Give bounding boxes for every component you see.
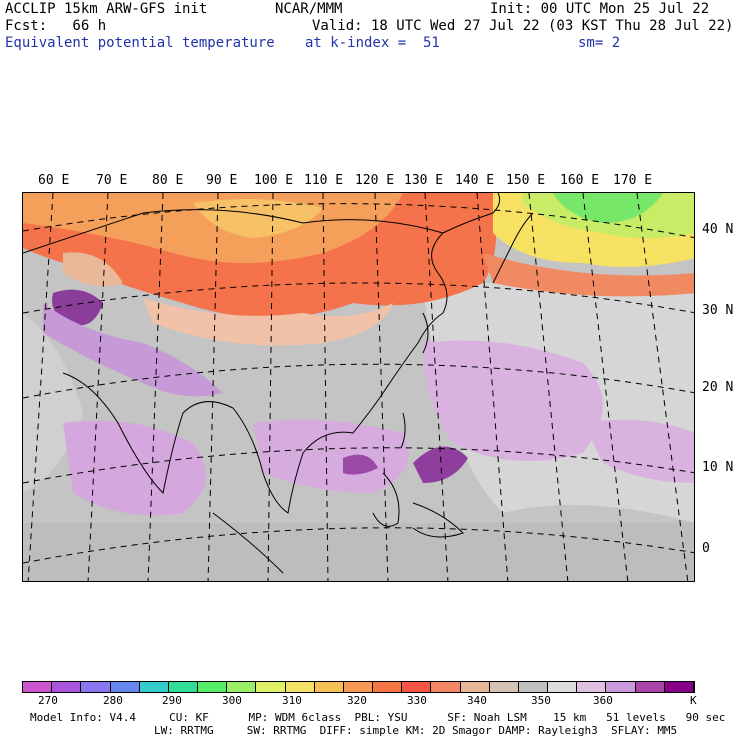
- colorbar-swatch: [139, 682, 169, 692]
- field-wpac-peak: [413, 446, 468, 483]
- field-india-purple: [43, 303, 223, 397]
- lon-label: 120 E: [355, 173, 395, 188]
- colorbar-swatch: [110, 682, 140, 692]
- field-china-tan: [143, 298, 393, 346]
- lon-label: 130 E: [404, 173, 444, 188]
- colorbar-swatch: [256, 682, 286, 692]
- field-pakistan-peak: [52, 289, 103, 326]
- colorbar: [22, 681, 695, 693]
- colorbar-swatch: [460, 682, 490, 692]
- colorbar-swatch: [548, 682, 578, 692]
- field-scs-peak: [343, 454, 378, 475]
- colorbar-swatch: [518, 682, 549, 692]
- lon-label: 100 E: [254, 173, 294, 188]
- k-index-level: at k-index = 51: [305, 35, 440, 51]
- colorbar-swatch: [52, 682, 82, 692]
- colorbar-swatch: [81, 682, 111, 692]
- lon-label: 170 E: [613, 173, 653, 188]
- lon-label: 140 E: [455, 173, 495, 188]
- lon-label: 150 E: [506, 173, 546, 188]
- colorbar-tick: 330: [407, 694, 427, 707]
- lon-label: 110 E: [304, 173, 344, 188]
- field-arabian-light: [23, 313, 83, 493]
- lon-label: 60 E: [38, 173, 70, 188]
- lon-label: 90 E: [206, 173, 238, 188]
- colorbar-swatch: [227, 682, 257, 692]
- colorbar-swatch: [635, 682, 665, 692]
- colorbar-swatch: [402, 682, 432, 692]
- colorbar-swatch: [23, 682, 53, 692]
- lon-label: 80 E: [152, 173, 184, 188]
- colorbar-swatch: [285, 682, 315, 692]
- lat-label: 20 N: [702, 380, 734, 395]
- field-scs-purple: [253, 419, 409, 493]
- colorbar-swatch: [343, 682, 374, 692]
- field-tibet-tan: [63, 252, 123, 287]
- colorbar-tick: 340: [467, 694, 487, 707]
- lat-label: 0: [702, 541, 710, 556]
- model-title: ACCLIP 15km ARW-GFS init: [5, 1, 208, 17]
- field-pacific-green: [553, 193, 663, 223]
- colorbar-tick: 280: [103, 694, 123, 707]
- colorbar-swatch: [373, 682, 403, 692]
- colorbar-swatch: [577, 682, 607, 692]
- colorbar-tick: 320: [347, 694, 367, 707]
- colorbar-tick: 350: [531, 694, 551, 707]
- coastlines: [23, 193, 534, 574]
- colorbar-tick: 360: [593, 694, 613, 707]
- smoothing-label: sm= 2: [578, 35, 621, 51]
- valid-time: Valid: 18 UTC Wed 27 Jul 22 (03 KST Thu …: [312, 18, 734, 34]
- lat-label: 10 N: [702, 460, 734, 475]
- colorbar-tick: 310: [282, 694, 302, 707]
- colorbar-unit: K: [690, 694, 697, 707]
- colorbar-swatch: [606, 682, 636, 692]
- map-panel: [22, 192, 695, 582]
- theta-e-field: [23, 193, 694, 581]
- field-bay-purple: [63, 420, 206, 516]
- lat-label: 30 N: [702, 303, 734, 318]
- model-info-line1: Model Info: V4.4 CU: KF MP: WDM 6class P…: [30, 711, 726, 724]
- colorbar-tick: 270: [38, 694, 58, 707]
- producer-label: NCAR/MMM: [275, 1, 343, 17]
- field-pacific-warm-edge: [483, 253, 694, 297]
- forecast-hour: Fcst: 66 h: [5, 18, 107, 34]
- model-info-line2: LW: RRTMG SW: RRTMG DIFF: simple KM: 2D …: [154, 724, 678, 737]
- field-name: Equivalent potential temperature: [5, 35, 275, 51]
- colorbar-swatch: [489, 682, 519, 692]
- colorbar-swatch: [314, 682, 344, 692]
- colorbar-tick: 300: [222, 694, 242, 707]
- colorbar-swatch: [431, 682, 461, 692]
- colorbar-swatch: [168, 682, 199, 692]
- colorbar-swatch: [664, 682, 694, 692]
- field-wpac-purple: [423, 340, 603, 461]
- lon-label: 160 E: [560, 173, 600, 188]
- lat-label: 40 N: [702, 222, 734, 237]
- colorbar-tick: 290: [162, 694, 182, 707]
- lon-label: 70 E: [96, 173, 128, 188]
- init-time: Init: 00 UTC Mon 25 Jul 22: [490, 1, 710, 17]
- colorbar-swatch: [198, 682, 228, 692]
- field-warm-core: [193, 199, 323, 238]
- field-south-band: [23, 523, 694, 581]
